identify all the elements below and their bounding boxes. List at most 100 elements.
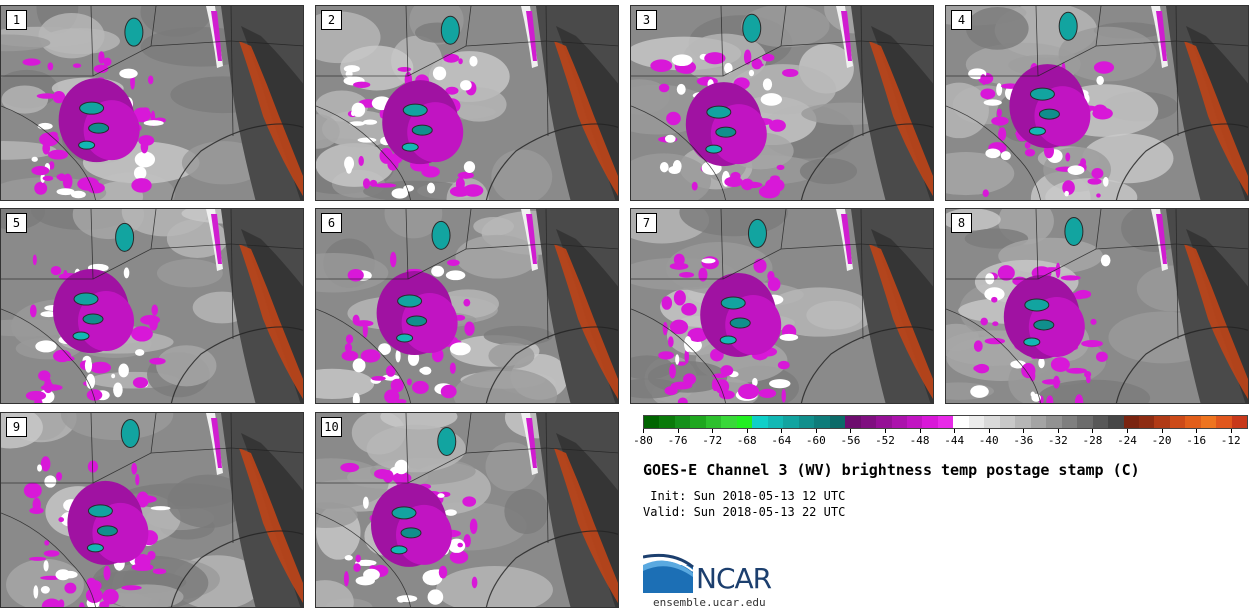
- colorbar-tick-label: -64: [771, 434, 792, 447]
- colorbar-tick: [643, 429, 644, 433]
- colorbar-tick-label: -44: [944, 434, 965, 447]
- colorbar-segment: [1030, 416, 1047, 428]
- colorbar-segment: [1139, 416, 1155, 428]
- colorbar-segment: [922, 416, 938, 428]
- stamp-panel-8: 8: [945, 208, 1249, 404]
- panel-number: 5: [6, 213, 27, 233]
- colorbar-tick: [988, 429, 990, 433]
- colorbar-segment: [690, 416, 706, 428]
- colorbar-segment: [798, 416, 815, 428]
- stamp-panel-9: 9: [0, 412, 304, 608]
- colorbar-segment: [705, 416, 722, 428]
- colorbar-segment: [752, 416, 768, 428]
- water-vapor-map: [316, 209, 618, 403]
- colorbar-segment: [659, 416, 675, 428]
- colorbar-tick: [1230, 429, 1232, 433]
- colorbar-tick-label: -72: [702, 434, 723, 447]
- init-time: Init: Sun 2018-05-13 12 UTC: [643, 489, 846, 503]
- water-vapor-map: [1, 209, 303, 403]
- colorbar-tick-label: -80: [633, 434, 653, 447]
- panel-number: 2: [321, 10, 342, 30]
- colorbar-tick: [954, 429, 956, 433]
- colorbar-segment: [876, 416, 892, 428]
- colorbar-segment: [891, 416, 907, 428]
- water-vapor-map: [316, 6, 618, 200]
- colorbar-segment: [845, 416, 861, 428]
- colorbar-tick: [1127, 429, 1128, 433]
- colorbar-segment: [1169, 416, 1186, 428]
- water-vapor-map: [631, 209, 933, 403]
- colorbar-segment: [1123, 416, 1139, 428]
- panel-number: 3: [636, 10, 657, 30]
- colorbar-tick: [1196, 429, 1198, 433]
- colorbar-segment: [674, 416, 691, 428]
- stamp-panel-1: 1: [0, 5, 304, 201]
- colorbar-tick-label: -16: [1186, 434, 1207, 447]
- colorbar-segment: [1216, 416, 1232, 428]
- colorbar-tick: [1161, 429, 1163, 433]
- colorbar-segment: [736, 416, 753, 428]
- colorbar-tick-label: -76: [667, 434, 688, 447]
- colorbar-segment: [999, 416, 1016, 428]
- water-vapor-map: [946, 209, 1248, 403]
- panel-number: 1: [6, 10, 27, 30]
- logo-url: ensemble.ucar.edu: [653, 596, 766, 609]
- colorbar-segment: [953, 416, 969, 428]
- colorbar-segment: [767, 416, 784, 428]
- colorbar-tick: [1057, 429, 1059, 433]
- water-vapor-map: [631, 6, 933, 200]
- colorbar-segment: [1200, 416, 1217, 428]
- colorbar-tick: [850, 429, 852, 433]
- colorbar-segment: [1108, 416, 1124, 428]
- stamp-panel-6: 6: [315, 208, 619, 404]
- colorbar-segment: [1015, 416, 1031, 428]
- stamp-panel-5: 5: [0, 208, 304, 404]
- water-vapor-map: [316, 413, 618, 607]
- colorbar-segment: [783, 416, 799, 428]
- colorbar-tick: [919, 429, 921, 433]
- colorbar-tick-label: -56: [840, 434, 861, 447]
- colorbar-segment: [1077, 416, 1093, 428]
- ncar-logo-text: NCAR: [696, 562, 772, 595]
- stamp-panel-10: 10: [315, 412, 619, 608]
- colorbar-segment: [814, 416, 830, 428]
- panel-number: 9: [6, 417, 27, 437]
- panel-number: 4: [951, 10, 972, 30]
- colorbar: [643, 415, 1248, 429]
- colorbar-tick: [712, 429, 714, 433]
- colorbar-tick-label: -20: [1151, 434, 1172, 447]
- colorbar-tick-label: -52: [875, 434, 895, 447]
- colorbar-tick-label: -32: [1047, 434, 1068, 447]
- stamp-panel-4: 4: [945, 5, 1249, 201]
- colorbar-segment: [1185, 416, 1201, 428]
- colorbar-segment: [906, 416, 923, 428]
- colorbar-tick: [1023, 429, 1025, 433]
- figure-title: GOES-E Channel 3 (WV) brightness temp po…: [643, 461, 1140, 479]
- colorbar-segment: [1154, 416, 1170, 428]
- colorbar-segment: [1231, 416, 1248, 428]
- colorbar-tick: [746, 429, 748, 433]
- colorbar-tick-label: -28: [1082, 434, 1103, 447]
- stamp-panel-7: 7: [630, 208, 934, 404]
- colorbar-segment: [984, 416, 1000, 428]
- panel-number: 7: [636, 213, 657, 233]
- colorbar-segment: [644, 416, 660, 428]
- colorbar-tick-label: -36: [1013, 434, 1034, 447]
- colorbar-segment: [1061, 416, 1078, 428]
- colorbar-segment: [829, 416, 846, 428]
- colorbar-segment: [860, 416, 877, 428]
- colorbar-tick-label: -68: [736, 434, 757, 447]
- colorbar-tick: [781, 429, 783, 433]
- colorbar-tick: [1092, 429, 1094, 433]
- stamp-panel-3: 3: [630, 5, 934, 201]
- colorbar-ticks: -80 -76 -72 -68 -64 -60 -56 -52 -48 -44 -40 -36 -32 -…: [633, 429, 1248, 451]
- stamp-panel-2: 2: [315, 5, 619, 201]
- ncar-logo-swoosh: [643, 553, 694, 593]
- panel-number: 6: [321, 213, 342, 233]
- colorbar-segment: [1092, 416, 1109, 428]
- panel-number: 10: [321, 417, 342, 437]
- water-vapor-map: [1, 6, 303, 200]
- colorbar-tick-label: -12: [1220, 434, 1241, 447]
- colorbar-segment: [1046, 416, 1062, 428]
- colorbar-segment: [721, 416, 737, 428]
